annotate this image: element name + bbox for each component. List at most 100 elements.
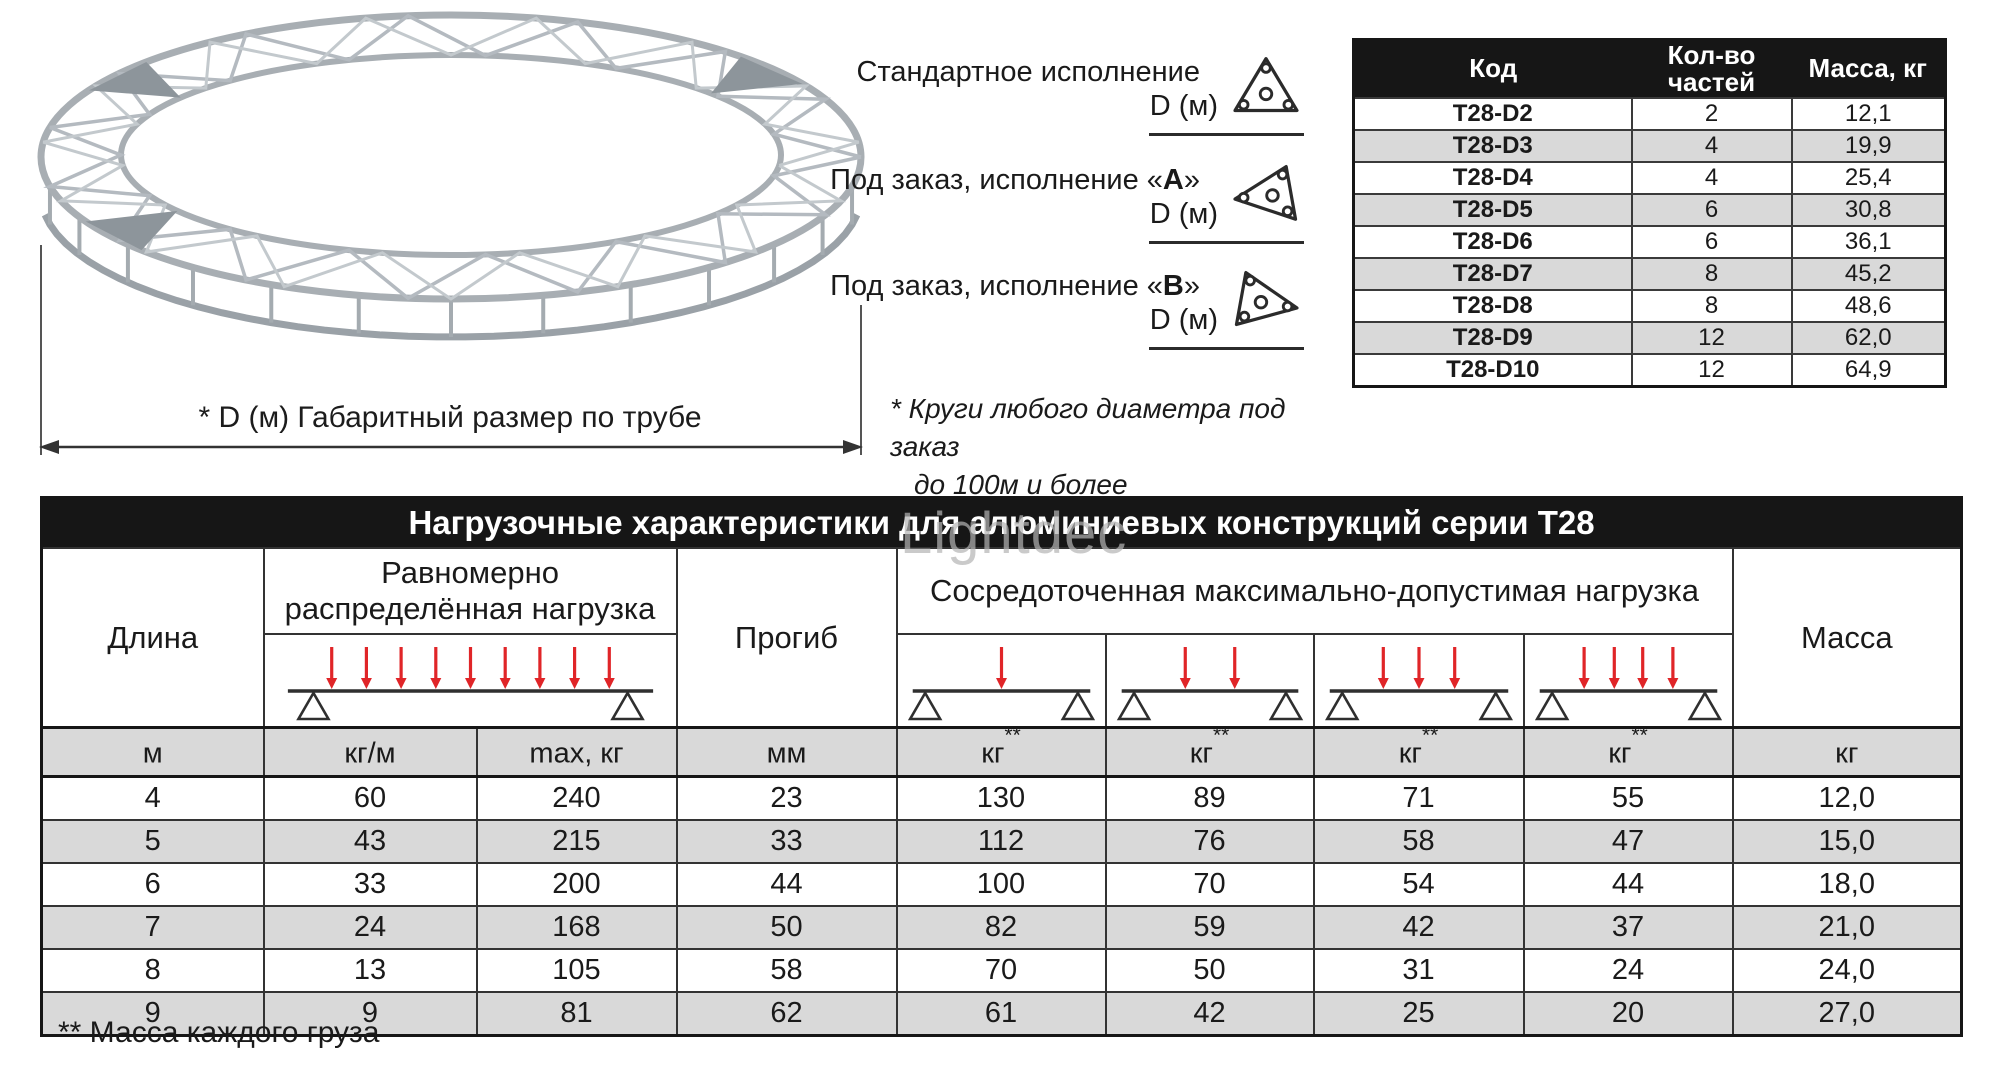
table-row: 9 9 81 62 61 42 25 20 27,0: [40, 991, 1963, 1037]
unit-cell: м: [40, 726, 265, 778]
table-cell: T28-D9: [1352, 321, 1633, 355]
table-cell: 50: [1104, 948, 1315, 993]
table-row: T28-D10 12 64,9: [1352, 353, 1947, 388]
table-cell: 6: [1630, 193, 1793, 227]
col-header-parts-count: Кол-во частей: [1631, 39, 1792, 98]
table-cell: 76: [1104, 819, 1315, 864]
unit-cell: кг**: [1522, 724, 1734, 778]
table-cell: 23: [675, 775, 898, 821]
truss-dimension-caption: * D (м) Габаритный размер по трубе: [198, 401, 702, 434]
unit-cell: кг**: [1104, 724, 1315, 778]
table-row: T28-D4 4 25,4: [1352, 161, 1947, 195]
table-cell: 168: [475, 905, 678, 950]
version-standard: Стандартное исполнение D (м): [857, 48, 1340, 140]
unit-cell: кг: [1731, 726, 1963, 778]
col-header-mass: Масса: [1731, 547, 1963, 729]
table-cell: 24,0: [1731, 948, 1963, 993]
table-cell: 89: [1104, 775, 1315, 821]
version-label-text: Стандартное исполнение: [856, 56, 1201, 88]
table-cell: 5: [40, 819, 265, 864]
table-cell: 130: [895, 775, 1107, 821]
table-cell: 27,0: [1731, 991, 1963, 1037]
table-cell: 200: [475, 862, 678, 907]
table-row: T28-D5 6 30,8: [1352, 193, 1947, 227]
table-cell: 70: [1104, 862, 1315, 907]
table-cell: 36,1: [1790, 225, 1947, 259]
table-cell: T28-D5: [1352, 193, 1633, 227]
table-cell: 6: [40, 862, 265, 907]
table-cell: 31: [1312, 948, 1525, 993]
table-cell: 12,1: [1790, 97, 1947, 131]
table-cell: 37: [1522, 905, 1734, 950]
table-cell: 112: [895, 819, 1107, 864]
table-cell: 30,8: [1790, 193, 1947, 227]
table-cell: 25: [1312, 991, 1525, 1037]
load-table-title-row: Нагрузочные характеристики для алюминиев…: [41, 497, 1962, 548]
table-cell: 215: [475, 819, 678, 864]
table-cell: 43: [262, 819, 478, 864]
table-cell: 21,0: [1731, 905, 1963, 950]
unit-cell: кг**: [895, 724, 1107, 778]
table-cell: 13: [262, 948, 478, 993]
table-cell: 4: [40, 775, 265, 821]
table-cell: T28-D8: [1352, 289, 1633, 323]
table-cell: 44: [675, 862, 898, 907]
table-cell: 6: [1630, 225, 1793, 259]
dimension-line: [1149, 241, 1304, 244]
version-a: Под заказ, исполнение «А» D (м): [830, 156, 1340, 248]
table-cell: 2: [1630, 97, 1793, 131]
col-header-mass: Масса, кг: [1791, 39, 1946, 98]
table-cell: 12: [1630, 353, 1793, 388]
table-cell: 100: [895, 862, 1107, 907]
table-cell: 59: [1104, 905, 1315, 950]
version-label: Под заказ, исполнение «В»: [830, 270, 1200, 302]
load-table-body: 4 60 240 23 130 89 71 55 12,0 5 43 215 33 112 76 58 47 15…: [40, 775, 1963, 1037]
load-table-title: Нагрузочные характеристики для алюминиев…: [41, 497, 1962, 548]
table-cell: T28-D6: [1352, 225, 1633, 259]
table-row: 4 60 240 23 130 89 71 55 12,0: [40, 775, 1963, 821]
table-cell: T28-D4: [1352, 161, 1633, 195]
table-cell: 71: [1312, 775, 1525, 821]
table-row: 8 13 105 58 70 50 31 24 24,0: [40, 948, 1963, 993]
table-row: T28-D3 4 19,9: [1352, 129, 1947, 163]
version-label: Стандартное исполнение: [857, 56, 1201, 89]
ring-truss-svg: [37, 11, 865, 455]
unit-cell: кг/м: [262, 726, 478, 778]
uniform-load-diagram: [262, 633, 678, 729]
table-cell: 12: [1630, 321, 1793, 355]
table-cell: T28-D7: [1352, 257, 1633, 291]
table-cell: 48,6: [1790, 289, 1947, 323]
col-header-concentrated-load: Сосредоточенная максимально-допустимая н…: [895, 547, 1734, 635]
ring-truss-illustration: * D (м) Габаритный размер по трубе: [35, 5, 865, 460]
table-cell: 60: [262, 775, 478, 821]
table-cell: 12,0: [1731, 775, 1963, 821]
table-cell: T28-D2: [1352, 97, 1633, 131]
table-cell: 7: [40, 905, 265, 950]
table-row: T28-D2 2 12,1: [1352, 97, 1947, 131]
parts-table-body: T28-D2 2 12,1 T28-D3 4 19,9 T28-D4 4 25,4 T28-D5 6…: [1352, 97, 1947, 388]
concentrated-load-diagram-2: [1104, 633, 1315, 729]
table-cell: 33: [262, 862, 478, 907]
table-row: 7 24 168 50 82 59 42 37 21,0: [40, 905, 1963, 950]
triangle-up-section-icon: [1233, 57, 1299, 113]
triangle-left-section-icon: [1233, 165, 1298, 221]
load-table-units-row: м кг/м max, кг мм кг** кг** кг** кг** кг: [40, 724, 1963, 778]
table-cell: 58: [1312, 819, 1525, 864]
note-line-2: до 100м и более: [914, 468, 1128, 500]
table-cell: 4: [1630, 161, 1793, 195]
col-header-deflection: Прогиб: [675, 547, 898, 729]
version-label: Под заказ, исполнение «А»: [830, 164, 1200, 196]
table-cell: 42: [1104, 991, 1315, 1037]
table-row: T28-D7 8 45,2: [1352, 257, 1947, 291]
parts-table: Код Кол-во частей Масса, кг T28-D2 2 12,1 T…: [1352, 38, 1947, 388]
table-cell: 44: [1522, 862, 1734, 907]
table-cell: 55: [1522, 775, 1734, 821]
table-row: T28-D6 6 36,1: [1352, 225, 1947, 259]
table-cell: 9: [40, 991, 265, 1037]
table-cell: 24: [262, 905, 478, 950]
table-cell: T28-D10: [1352, 353, 1633, 388]
load-table-group-row: Длина Равномерно распределённая нагрузка…: [40, 547, 1963, 729]
table-cell: 24: [1522, 948, 1734, 993]
table-cell: 45,2: [1790, 257, 1947, 291]
table-row: 5 43 215 33 112 76 58 47 15,0: [40, 819, 1963, 864]
